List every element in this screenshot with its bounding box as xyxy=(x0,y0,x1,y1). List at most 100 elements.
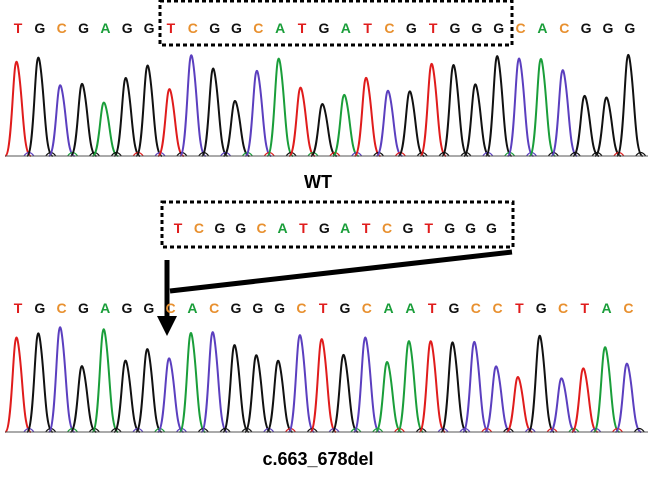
mut-peak-4 xyxy=(91,328,119,433)
mut-peak-9 xyxy=(200,331,228,433)
mut-base-17: A xyxy=(384,300,394,316)
mut-peak-24 xyxy=(527,335,555,433)
wt-peak-13 xyxy=(288,86,316,157)
mut-base-6: G xyxy=(143,300,154,316)
mut-base-1: G xyxy=(34,300,45,316)
wt-base-9: G xyxy=(209,20,220,36)
wt-base-10: G xyxy=(231,20,242,36)
wt-peak-9 xyxy=(200,67,229,157)
del-base-8: A xyxy=(340,220,350,236)
wt-base-0: T xyxy=(14,20,23,36)
wt-base-22: G xyxy=(493,20,504,36)
mut-peak-25 xyxy=(549,377,577,433)
mut-peak-26 xyxy=(571,367,599,433)
del-base-6: T xyxy=(299,220,308,236)
wt-peak-18 xyxy=(397,90,425,157)
wt-base-12: A xyxy=(275,20,285,36)
del-base-12: T xyxy=(425,220,434,236)
mut-peak-21 xyxy=(462,341,490,433)
wt-base-1: G xyxy=(34,20,45,36)
mut-base-20: G xyxy=(449,300,460,316)
wt-peak-14 xyxy=(310,103,338,157)
del-base-15: G xyxy=(486,220,497,236)
del-base-13: G xyxy=(444,220,455,236)
mut-base-22: C xyxy=(493,300,503,316)
wt-deleted-region-box xyxy=(158,0,514,47)
wt-base-21: G xyxy=(471,20,482,36)
mut-base-9: C xyxy=(209,300,219,316)
wt-base-11: C xyxy=(253,20,263,36)
wt-peak-8 xyxy=(178,54,207,157)
wt-peak-2 xyxy=(47,84,76,157)
mut-peak-14 xyxy=(309,338,337,433)
wt-peak-6 xyxy=(135,64,163,157)
mut-peak-5 xyxy=(113,359,141,433)
mut-peak-28 xyxy=(614,362,642,433)
mut-peak-8 xyxy=(178,332,207,433)
wt-base-8: C xyxy=(188,20,198,36)
mut-base-18: A xyxy=(405,300,415,316)
mut-base-21: C xyxy=(471,300,481,316)
wt-peak-25 xyxy=(550,69,578,157)
wt-peak-16 xyxy=(353,77,381,157)
wt-base-6: G xyxy=(144,20,155,36)
wt-peak-27 xyxy=(594,96,622,157)
wt-peak-28 xyxy=(615,54,644,157)
wt-base-7: T xyxy=(167,20,176,36)
mut-base-13: C xyxy=(296,300,306,316)
mut-peak-0 xyxy=(4,336,32,433)
mut-base-10: G xyxy=(231,300,242,316)
wt-peak-10 xyxy=(222,99,250,157)
del-base-2: G xyxy=(214,220,225,236)
mut-base-5: G xyxy=(122,300,133,316)
wt-peak-11 xyxy=(244,70,272,157)
mut-base-3: G xyxy=(78,300,89,316)
wt-peak-7 xyxy=(157,88,185,157)
wt-base-17: C xyxy=(384,20,394,36)
mut-base-14: T xyxy=(319,300,328,316)
del-base-11: G xyxy=(402,220,413,236)
wt-peak-26 xyxy=(572,95,600,157)
wt-base-23: C xyxy=(515,20,525,36)
del-base-14: G xyxy=(465,220,476,236)
mut-base-4: A xyxy=(100,300,110,316)
del-base-0: T xyxy=(174,220,183,236)
wt-peak-21 xyxy=(463,83,491,157)
del-base-1: C xyxy=(194,220,204,236)
mut-peak-23 xyxy=(505,376,533,433)
mut-peak-3 xyxy=(69,365,97,433)
mut-peak-10 xyxy=(222,344,250,433)
mut-peak-11 xyxy=(244,354,272,433)
wt-base-15: A xyxy=(341,20,351,36)
del-base-10: C xyxy=(382,220,392,236)
mut-peak-20 xyxy=(440,341,468,433)
mut-base-26: T xyxy=(581,300,590,316)
wt-peak-17 xyxy=(375,89,403,157)
wt-peak-23 xyxy=(506,58,535,157)
wt-base-5: G xyxy=(122,20,133,36)
mut-peak-1 xyxy=(26,332,54,433)
mut-peak-22 xyxy=(483,365,511,433)
mut-base-23: T xyxy=(515,300,524,316)
wt-peak-0 xyxy=(4,61,32,157)
wt-noise-28 xyxy=(635,151,647,157)
mut-base-27: A xyxy=(602,300,612,316)
mut-base-0: T xyxy=(14,300,23,316)
wt-peak-24 xyxy=(528,58,556,157)
mut-peak-2 xyxy=(47,326,76,433)
wt-base-25: C xyxy=(559,20,569,36)
mut-base-7: C xyxy=(166,300,176,316)
mut-base-25: C xyxy=(558,300,568,316)
wt-peak-12 xyxy=(266,58,295,157)
mut-base-28: C xyxy=(623,300,633,316)
del-base-5: A xyxy=(277,220,287,236)
mut-base-11: G xyxy=(252,300,263,316)
deletion-arrow-head xyxy=(157,316,177,336)
mut-base-15: G xyxy=(340,300,351,316)
wt-peak-5 xyxy=(113,77,141,157)
mut-peak-6 xyxy=(135,348,163,433)
wt-base-19: T xyxy=(429,20,438,36)
del-base-4: C xyxy=(257,220,267,236)
